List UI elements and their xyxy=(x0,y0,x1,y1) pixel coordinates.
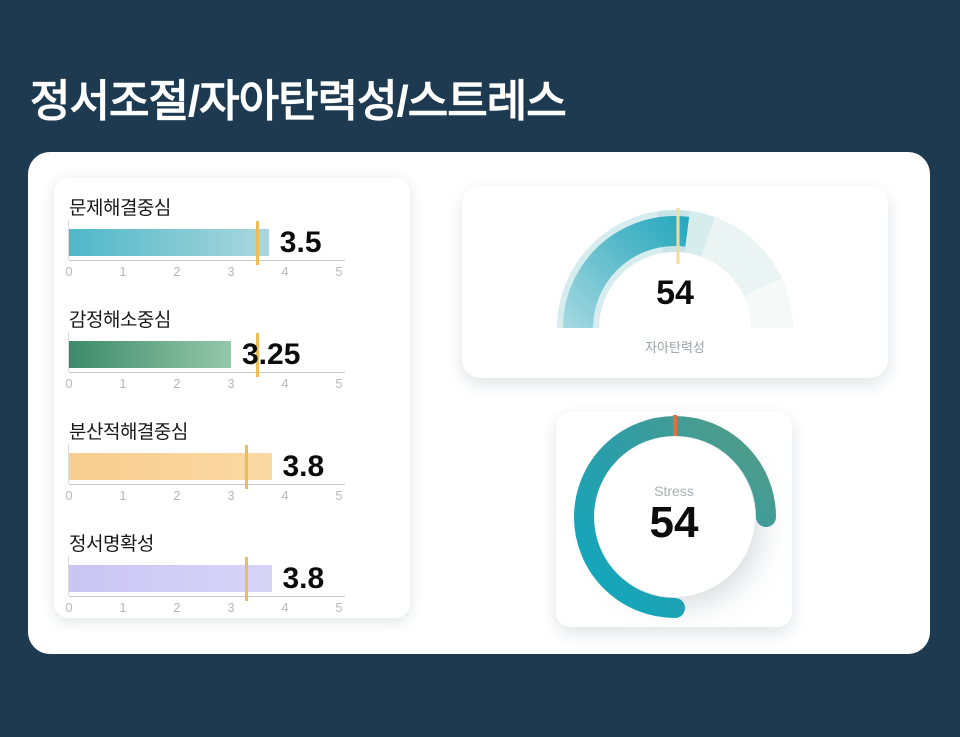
bar-chart-block: 문제해결중심 3.5 0 1 2 3 4 5 xyxy=(65,193,404,297)
x-axis-tick-label: 1 xyxy=(119,600,127,615)
x-axis-tick-label: 0 xyxy=(65,376,73,391)
x-axis-tick-label: 4 xyxy=(281,264,289,279)
resilience-value: 54 xyxy=(656,274,694,312)
y-axis-line xyxy=(68,556,69,596)
gauge-value-arc xyxy=(563,216,787,329)
bar-chart-block: 감정해소중심 3.25 0 1 2 3 4 5 xyxy=(65,305,404,409)
x-axis-tick-label: 0 xyxy=(65,488,73,503)
x-axis-tick-label: 3 xyxy=(227,264,235,279)
y-axis-line xyxy=(68,220,69,260)
bar-chart-card: 문제해결중심 3.5 0 1 2 3 4 5 감정해소중심 3.25 0 1 2 3 4 5 분산적… xyxy=(54,178,410,618)
x-axis-tick-label: 0 xyxy=(65,264,73,279)
bar-chart-block: 정서명확성 3.8 0 1 2 3 4 5 xyxy=(65,529,404,618)
bar-chart-block: 분산적해결중심 3.8 0 1 2 3 4 5 xyxy=(65,417,404,521)
x-axis-tick-label: 3 xyxy=(227,376,235,391)
x-axis-tick-label: 3 xyxy=(227,488,235,503)
x-axis-tick-label: 2 xyxy=(173,600,181,615)
bar-chart-label: 정서명확성 xyxy=(69,534,154,555)
resilience-label: 자아탄력성 xyxy=(645,340,705,355)
norm-marker-line xyxy=(256,221,259,265)
y-axis-line xyxy=(68,444,69,484)
x-axis-tick-label: 4 xyxy=(281,376,289,391)
norm-marker-line xyxy=(245,445,249,489)
stress-value-arc xyxy=(574,416,776,618)
x-axis-tick-label: 1 xyxy=(119,488,127,503)
stress-value: 54 xyxy=(649,498,699,547)
value-bar xyxy=(69,453,272,480)
x-axis-line xyxy=(69,484,345,485)
bar-value-label: 3.5 xyxy=(279,226,322,259)
resilience-gauge-card: 54 자아탄력성 xyxy=(462,186,888,378)
norm-marker-line xyxy=(256,333,259,377)
y-axis-line xyxy=(68,332,69,372)
x-axis-tick-label: 1 xyxy=(119,376,127,391)
x-axis-tick-label: 0 xyxy=(65,600,73,615)
x-axis-tick-label: 3 xyxy=(227,600,235,615)
value-bar xyxy=(69,229,269,256)
norm-marker-line xyxy=(245,557,249,601)
x-axis-tick-label: 2 xyxy=(173,488,181,503)
bar-value-label: 3.8 xyxy=(282,562,325,595)
bar-chart-label: 감정해소중심 xyxy=(69,310,171,331)
x-axis-tick-label: 2 xyxy=(173,264,181,279)
x-axis-tick-label: 5 xyxy=(335,376,343,391)
gauge-inner-disc xyxy=(595,437,755,597)
x-axis-tick-label: 5 xyxy=(335,264,343,279)
x-axis-tick-label: 5 xyxy=(335,488,343,503)
x-axis-tick-label: 1 xyxy=(119,264,127,279)
resilience-gauge xyxy=(557,208,793,329)
x-axis-tick-label: 5 xyxy=(335,600,343,615)
x-axis-line xyxy=(69,596,345,597)
stress-label: Stress xyxy=(654,483,694,499)
x-axis-line xyxy=(69,372,345,373)
bar-value-label: 3.8 xyxy=(282,450,325,483)
value-bar xyxy=(69,565,272,592)
x-axis-tick-label: 4 xyxy=(281,600,289,615)
page-title: 정서조절/자아탄력성/스트레스 xyxy=(30,77,567,126)
content-panel: 문제해결중심 3.5 0 1 2 3 4 5 감정해소중심 3.25 0 1 2 3 4 5 분산적… xyxy=(28,152,930,654)
x-axis-tick-label: 2 xyxy=(173,376,181,391)
stress-gauge-card: Stress 54 xyxy=(556,412,792,627)
stress-gauge xyxy=(574,415,776,618)
value-bar xyxy=(69,341,231,368)
bar-chart-label: 분산적해결중심 xyxy=(69,422,188,443)
x-axis-tick-label: 4 xyxy=(281,488,289,503)
bar-chart-label: 문제해결중심 xyxy=(69,198,171,219)
bar-value-label: 3.25 xyxy=(242,338,301,371)
x-axis-line xyxy=(69,260,345,261)
